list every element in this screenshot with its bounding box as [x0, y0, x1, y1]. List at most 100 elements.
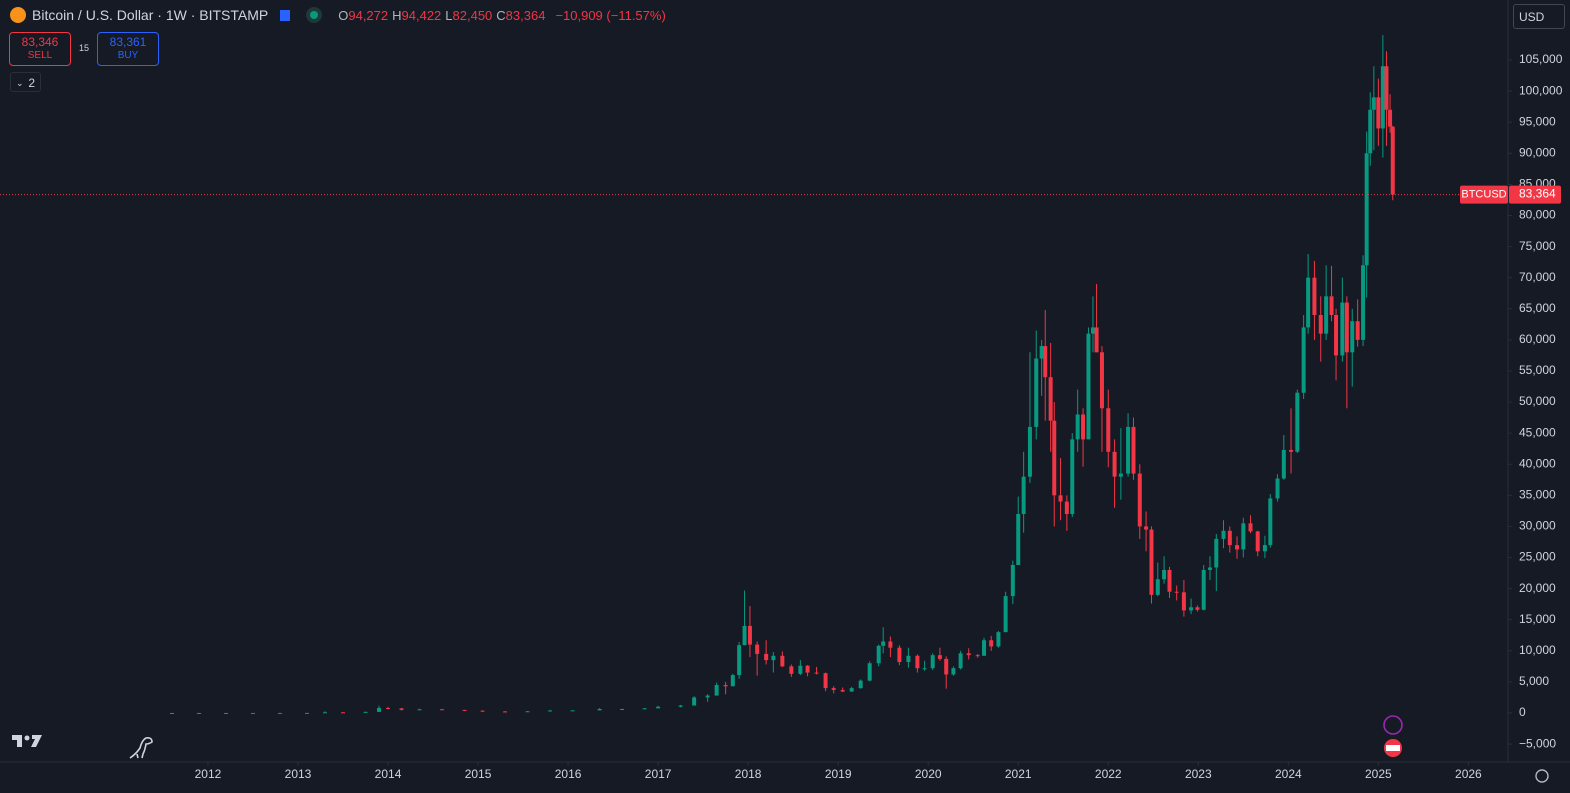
indicator-count: 2	[28, 76, 35, 90]
settings-icon[interactable]	[1535, 769, 1549, 783]
candle-body	[1384, 66, 1389, 110]
candle-body	[1289, 449, 1294, 452]
candle-body	[1027, 426, 1032, 477]
candle-body	[888, 641, 893, 648]
y-tick-label: 75,000	[1519, 239, 1556, 253]
x-tick-label: 2016	[555, 767, 582, 781]
candle-body	[1388, 109, 1393, 127]
y-tick-label: 60,000	[1519, 332, 1556, 346]
price-tag-bg	[1509, 185, 1561, 204]
candle-body	[831, 688, 836, 690]
candle-body	[1368, 109, 1373, 154]
candle-body	[1334, 314, 1339, 356]
x-tick-label: 2026	[1455, 767, 1482, 781]
candle-body	[1162, 569, 1167, 580]
candle-body	[730, 675, 735, 687]
x-tick-label: 2018	[735, 767, 762, 781]
candle-body	[1016, 513, 1021, 565]
ohlc-value: 83,364	[505, 7, 546, 23]
candle-body	[705, 695, 710, 698]
candle-body	[1344, 302, 1349, 353]
y-tick-label: 5,000	[1519, 674, 1549, 688]
candle-body	[1214, 538, 1219, 568]
y-tick-label: 50,000	[1519, 394, 1556, 408]
candle-body	[944, 658, 949, 675]
candle-body	[951, 668, 956, 675]
x-tick-label: 2025	[1365, 767, 1392, 781]
candle-body	[1208, 567, 1213, 570]
candle-body	[480, 710, 485, 712]
candle-body	[922, 668, 927, 670]
market-status[interactable]	[310, 11, 319, 19]
candle-body	[1195, 607, 1200, 610]
candle-body	[747, 625, 752, 645]
candle-body	[305, 712, 310, 714]
y-tick-label: 10,000	[1519, 643, 1556, 657]
candle-body	[462, 709, 467, 711]
candle-body	[982, 640, 987, 656]
candle-body	[570, 710, 575, 712]
candle-body	[1167, 569, 1172, 592]
candle-body	[1306, 277, 1311, 328]
candle-body	[1376, 97, 1381, 129]
candle-body	[323, 712, 328, 714]
candle-body	[814, 672, 819, 674]
event-icon[interactable]	[1383, 715, 1403, 735]
y-tick-label: 90,000	[1519, 145, 1556, 159]
candle-body	[989, 640, 994, 647]
candle-body	[881, 641, 886, 646]
y-tick-label: −5,000	[1519, 736, 1556, 750]
candle-body	[1361, 265, 1366, 340]
candle-body	[1390, 126, 1395, 195]
currency-select[interactable]: USD	[1513, 4, 1565, 29]
buy-price: 83,361	[109, 35, 147, 49]
candle-body	[764, 653, 769, 661]
candle-body	[1155, 579, 1160, 595]
candle-body	[1301, 327, 1306, 393]
candle-body	[849, 688, 854, 692]
flag-stripe	[1386, 745, 1400, 751]
candle-body	[1043, 346, 1048, 378]
ohlc-value: 94,272	[348, 7, 389, 23]
indicators-toggle[interactable]: ⌄ 2	[10, 72, 41, 92]
candle-body	[840, 689, 845, 692]
y-tick-label: 95,000	[1519, 114, 1556, 128]
candle-body	[386, 708, 391, 710]
x-tick-label: 2015	[465, 767, 492, 781]
y-tick-label: 30,000	[1519, 519, 1556, 533]
candle-body	[1021, 476, 1026, 514]
candle-body	[678, 705, 683, 707]
candle-body	[1355, 321, 1360, 340]
price-tag: 83,364	[1519, 187, 1556, 201]
buy-label: BUY	[117, 50, 139, 61]
symbol[interactable]: Bitcoin / U.S. Dollar · 1W · BITSTAMP	[32, 7, 269, 23]
candle-body	[1137, 473, 1142, 527]
x-tick-label: 2024	[1275, 767, 1302, 781]
candle-body	[1371, 97, 1376, 110]
candle-body	[1048, 377, 1053, 421]
candle-body	[656, 706, 661, 709]
candle-body	[823, 673, 828, 689]
x-tick-label: 2014	[375, 767, 402, 781]
ohlc-key: L	[445, 7, 453, 23]
spread: 15	[79, 43, 90, 53]
candle-body	[1086, 333, 1091, 440]
candle-body	[1064, 501, 1069, 514]
candle-body	[930, 655, 935, 669]
candle-body	[196, 712, 201, 714]
flag[interactable]	[280, 9, 291, 21]
candle-body	[440, 709, 445, 711]
y-tick-label: 25,000	[1519, 550, 1556, 564]
candle-body	[789, 666, 794, 674]
sell-button[interactable]: 83,346 SELL	[9, 32, 71, 66]
candle-body	[620, 708, 625, 710]
y-tick-label: 65,000	[1519, 301, 1556, 315]
candle-body	[915, 655, 920, 669]
candle-body	[937, 655, 942, 659]
candle-body	[1221, 530, 1226, 539]
candle-body	[996, 632, 1001, 647]
buy-button[interactable]: 83,361 BUY	[97, 32, 159, 66]
ohlc-key: H	[392, 7, 402, 23]
candle-body	[1126, 426, 1131, 474]
